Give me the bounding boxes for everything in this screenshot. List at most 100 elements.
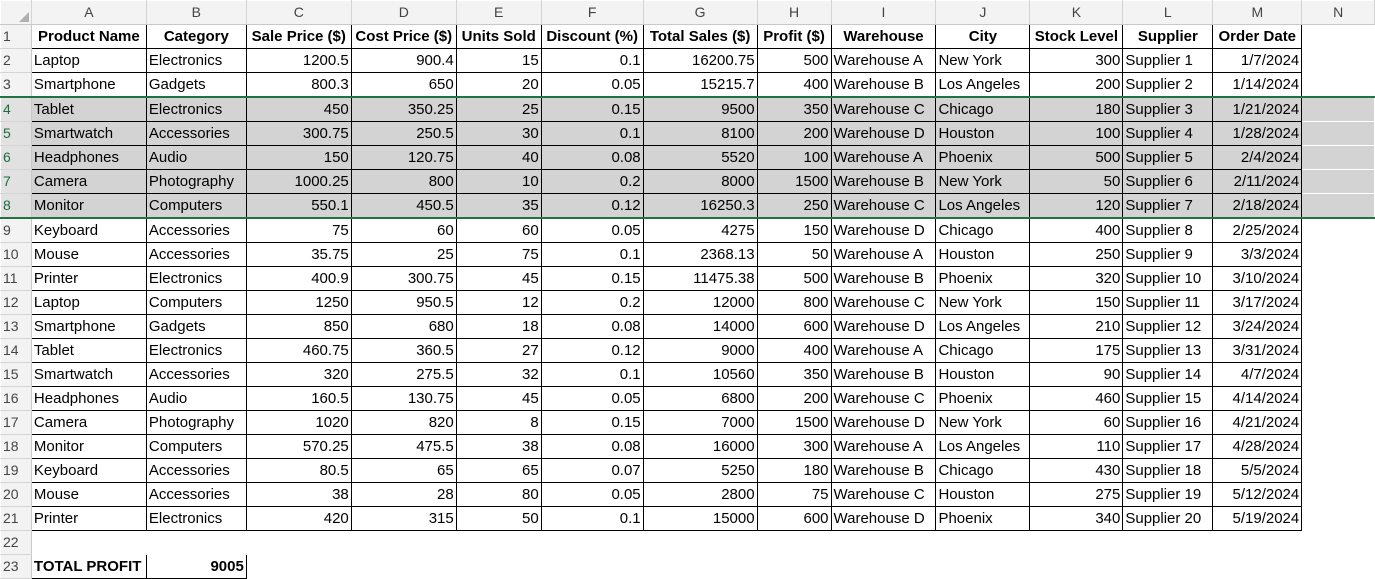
data-cell[interactable]: 1/21/2024 <box>1212 96 1303 122</box>
data-cell[interactable]: 2368.13 <box>642 242 758 267</box>
data-cell[interactable]: 3/17/2024 <box>1212 290 1303 315</box>
row-header-20[interactable]: 20 <box>0 482 32 507</box>
data-cell[interactable]: 3/24/2024 <box>1212 314 1303 339</box>
data-cell[interactable]: Computers <box>145 193 247 219</box>
column-header-e[interactable]: E <box>456 0 542 25</box>
data-cell[interactable]: 38 <box>245 482 352 507</box>
data-cell[interactable]: 460 <box>1029 386 1124 411</box>
data-cell[interactable]: Monitor <box>30 193 147 219</box>
data-cell[interactable]: 400.9 <box>245 266 352 291</box>
data-cell[interactable]: 200 <box>756 386 832 411</box>
data-cell[interactable]: 0.2 <box>540 169 644 194</box>
data-cell[interactable]: Accessories <box>145 482 247 507</box>
header-cell[interactable]: Sale Price ($) <box>245 24 352 49</box>
data-cell[interactable]: 350.25 <box>350 96 457 122</box>
data-cell[interactable]: Smartwatch <box>30 362 147 387</box>
total-profit-label[interactable]: TOTAL PROFIT <box>30 554 147 579</box>
row-header-18[interactable]: 18 <box>0 434 32 459</box>
data-cell[interactable]: Monitor <box>30 434 147 459</box>
data-cell[interactable]: 300.75 <box>350 266 457 291</box>
data-cell[interactable]: 475.5 <box>350 434 457 459</box>
data-cell[interactable]: 1200.5 <box>245 48 352 73</box>
data-cell[interactable]: 45 <box>455 266 542 291</box>
data-cell[interactable]: 80 <box>455 482 542 507</box>
data-cell[interactable]: 175 <box>1029 338 1124 363</box>
data-cell[interactable]: 275 <box>1029 482 1124 507</box>
data-cell[interactable]: 0.1 <box>540 362 644 387</box>
data-cell[interactable]: Accessories <box>145 242 247 267</box>
data-cell[interactable]: 9000 <box>642 338 758 363</box>
data-cell[interactable]: 4/21/2024 <box>1212 410 1303 435</box>
data-cell[interactable]: Warehouse C <box>830 193 937 219</box>
data-cell[interactable]: Warehouse C <box>830 290 937 315</box>
data-cell[interactable]: 275.5 <box>350 362 457 387</box>
empty-cell[interactable] <box>1213 531 1302 555</box>
row-header-4[interactable]: 4 <box>0 96 32 122</box>
row-header-13[interactable]: 13 <box>0 314 32 339</box>
data-cell[interactable]: 0.2 <box>540 290 644 315</box>
data-cell[interactable]: 200 <box>756 121 832 146</box>
data-cell[interactable]: 75 <box>756 482 832 507</box>
data-cell[interactable]: Phoenix <box>935 145 1031 170</box>
empty-cell[interactable] <box>456 531 541 555</box>
data-cell[interactable]: Los Angeles <box>935 193 1031 219</box>
data-cell[interactable]: Warehouse A <box>830 48 937 73</box>
data-cell[interactable]: Supplier 6 <box>1122 169 1214 194</box>
data-cell[interactable]: 100 <box>1029 121 1124 146</box>
data-cell[interactable]: 4275 <box>642 217 758 243</box>
data-cell[interactable]: 12 <box>455 290 542 315</box>
data-cell[interactable]: Supplier 12 <box>1122 314 1214 339</box>
data-cell[interactable]: Warehouse B <box>830 458 937 483</box>
data-cell[interactable]: Supplier 5 <box>1122 145 1214 170</box>
header-cell[interactable]: Category <box>145 24 247 49</box>
data-cell[interactable]: Tablet <box>30 338 147 363</box>
data-cell[interactable]: 1/28/2024 <box>1212 121 1303 146</box>
empty-cell[interactable] <box>1302 315 1375 339</box>
data-cell[interactable]: 0.1 <box>540 242 644 267</box>
data-cell[interactable]: Supplier 4 <box>1122 121 1214 146</box>
empty-cell[interactable] <box>1302 291 1375 315</box>
data-cell[interactable]: Warehouse C <box>830 482 937 507</box>
data-cell[interactable]: Accessories <box>145 362 247 387</box>
data-cell[interactable]: Supplier 19 <box>1122 482 1214 507</box>
data-cell[interactable]: 4/14/2024 <box>1212 386 1303 411</box>
row-header-21[interactable]: 21 <box>0 506 32 531</box>
data-cell[interactable]: Warehouse B <box>830 72 937 98</box>
row-header-10[interactable]: 10 <box>0 242 32 267</box>
row-header-16[interactable]: 16 <box>0 386 32 411</box>
row-header-19[interactable]: 19 <box>0 458 32 483</box>
data-cell[interactable]: Electronics <box>145 266 247 291</box>
data-cell[interactable]: Computers <box>145 434 247 459</box>
empty-cell[interactable] <box>456 555 541 579</box>
data-cell[interactable]: Warehouse A <box>830 145 937 170</box>
empty-cell[interactable] <box>246 555 351 579</box>
data-cell[interactable]: 0.15 <box>540 96 644 122</box>
data-cell[interactable]: Warehouse A <box>830 242 937 267</box>
row-header-1[interactable]: 1 <box>0 24 32 49</box>
data-cell[interactable]: 0.12 <box>540 338 644 363</box>
data-cell[interactable]: Warehouse D <box>830 217 937 243</box>
data-cell[interactable]: 430 <box>1029 458 1124 483</box>
data-cell[interactable]: 0.05 <box>540 482 644 507</box>
header-cell[interactable]: Total Sales ($) <box>642 24 758 49</box>
data-cell[interactable]: 4/7/2024 <box>1212 362 1303 387</box>
data-cell[interactable]: 350 <box>756 96 832 122</box>
data-cell[interactable]: 400 <box>1029 217 1124 243</box>
data-cell[interactable]: 130.75 <box>350 386 457 411</box>
empty-cell[interactable] <box>831 531 936 555</box>
data-cell[interactable]: 38 <box>455 434 542 459</box>
header-cell[interactable]: Discount (%) <box>540 24 644 49</box>
data-cell[interactable]: 65 <box>350 458 457 483</box>
column-header-n[interactable]: N <box>1301 0 1375 25</box>
empty-cell[interactable] <box>936 531 1030 555</box>
data-cell[interactable]: 2/25/2024 <box>1212 217 1303 243</box>
data-cell[interactable]: 820 <box>350 410 457 435</box>
data-cell[interactable]: 0.15 <box>540 266 644 291</box>
data-cell[interactable]: New York <box>935 48 1031 73</box>
data-cell[interactable]: Tablet <box>30 96 147 122</box>
header-cell[interactable]: Order Date <box>1212 24 1303 49</box>
empty-cell[interactable] <box>146 531 246 555</box>
data-cell[interactable]: Phoenix <box>935 506 1031 531</box>
data-cell[interactable]: 500 <box>756 266 832 291</box>
header-cell[interactable]: Warehouse <box>830 24 937 49</box>
